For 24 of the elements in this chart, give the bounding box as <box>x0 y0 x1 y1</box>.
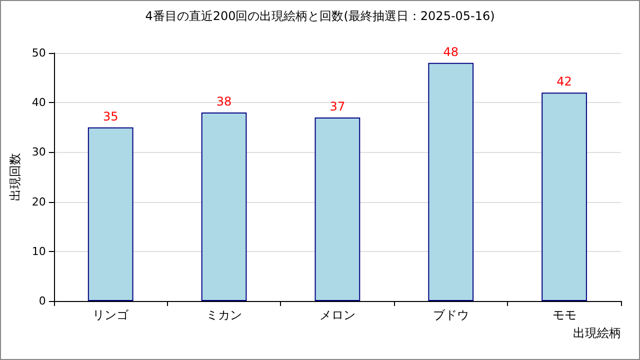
data-label: 42 <box>556 74 572 89</box>
data-label: 38 <box>216 94 232 109</box>
bar <box>88 127 134 301</box>
y-axis-title: 出現回数 <box>8 153 22 201</box>
x-tick-label: モモ <box>552 308 576 322</box>
x-tick-label: ブドウ <box>432 308 469 322</box>
x-tick-label: ミカン <box>206 308 242 322</box>
x-tick-label: リンゴ <box>92 308 130 322</box>
y-tick-label: 10 <box>32 244 46 258</box>
data-label: 48 <box>443 44 459 59</box>
bar <box>542 92 587 301</box>
bar <box>314 117 360 301</box>
bar <box>201 112 247 301</box>
y-tick-label: 30 <box>32 146 46 159</box>
x-tick-label: メロン <box>319 308 356 322</box>
chart-title: 4番目の直近200回の出現絵柄と回数(最終抽選日：2025-05-16) <box>145 9 495 23</box>
x-axis-title: 出現絵柄 <box>573 326 621 340</box>
y-tick-label: 0 <box>38 294 46 308</box>
y-tick-label: 50 <box>32 46 46 60</box>
y-tick-label: 40 <box>32 96 46 110</box>
data-label: 35 <box>102 109 118 124</box>
data-label: 37 <box>330 99 346 114</box>
bar <box>428 62 474 301</box>
y-tick-label: 20 <box>32 195 46 208</box>
